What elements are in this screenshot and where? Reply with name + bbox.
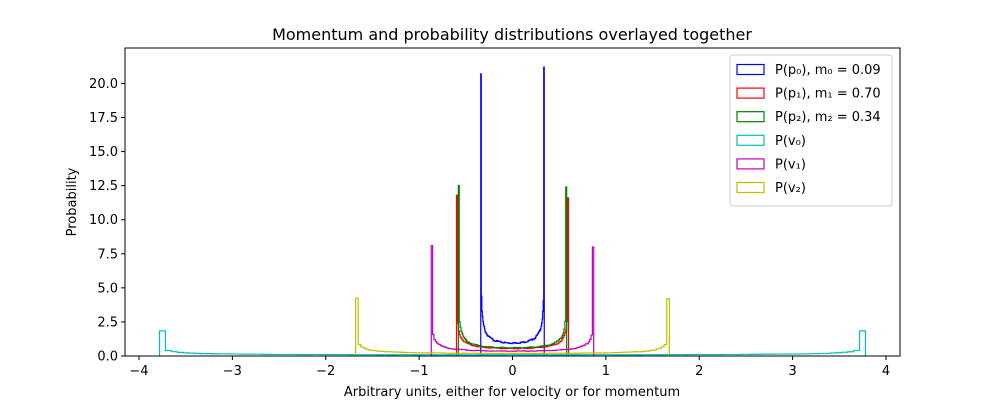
x-tick-label: −3 xyxy=(223,364,242,379)
series-0-histogram xyxy=(480,66,545,356)
legend-swatch-3 xyxy=(736,134,765,146)
legend-swatch-5 xyxy=(736,181,765,194)
x-tick-label: −1 xyxy=(410,364,429,379)
legend-swatch-4 xyxy=(736,158,765,170)
y-tick-label: 10.0 xyxy=(89,213,118,228)
x-tick-label: 2 xyxy=(695,364,703,379)
y-tick-label: 0.0 xyxy=(97,350,118,365)
series-2-histogram xyxy=(457,185,568,356)
x-tick-label: 1 xyxy=(602,364,610,379)
x-tick-label: −4 xyxy=(129,364,148,379)
x-tick-label: 4 xyxy=(882,364,890,379)
legend-entry-0: P(p₀), m₀ = 0.09 xyxy=(775,63,881,78)
legend-swatch-0 xyxy=(736,63,765,76)
y-tick-label: 7.5 xyxy=(97,247,118,262)
y-tick-label: 12.5 xyxy=(89,179,118,194)
series-1-histogram xyxy=(455,194,570,356)
x-axis-label: Arbitrary units, either for velocity or … xyxy=(344,385,680,400)
legend-entry-1: P(p₁), m₁ = 0.70 xyxy=(775,87,881,102)
legend-entry-5: P(v₂) xyxy=(775,181,806,196)
y-tick-label: 2.5 xyxy=(97,315,118,330)
plot-area xyxy=(158,66,867,356)
y-tick-label: 5.0 xyxy=(97,281,118,296)
legend: P(p₀), m₀ = 0.09 P(p₁), m₁ = 0.70 P(p₂), m… xyxy=(729,54,893,207)
legend-entry-2: P(p₂), m₂ = 0.34 xyxy=(775,110,881,125)
x-tick-label: 3 xyxy=(788,364,796,379)
chart-title: Momentum and probability distributions o… xyxy=(272,25,752,44)
x-tick-label: −2 xyxy=(316,364,335,379)
y-tick-label: 20.0 xyxy=(89,77,118,92)
series-3-histogram xyxy=(158,330,867,356)
legend-swatch-1 xyxy=(736,87,765,99)
y-tick-label: 15.0 xyxy=(89,145,118,160)
y-axis-label: Probability xyxy=(65,167,80,236)
legend-swatch-2 xyxy=(736,111,765,123)
y-tick-label: 17.5 xyxy=(89,111,118,126)
axes: −4 −3 −2 −1 0 1 2 3 4 0.0 2.5 5.0 7.5 10.0 12.5 15.0 17.… xyxy=(89,47,901,379)
series-4-histogram xyxy=(430,245,595,356)
legend-entry-4: P(v₁) xyxy=(775,157,806,172)
legend-entry-3: P(v₀) xyxy=(775,134,806,149)
series-5-histogram xyxy=(355,297,670,356)
x-tick-label: 0 xyxy=(508,364,516,379)
legend-box xyxy=(729,54,893,207)
